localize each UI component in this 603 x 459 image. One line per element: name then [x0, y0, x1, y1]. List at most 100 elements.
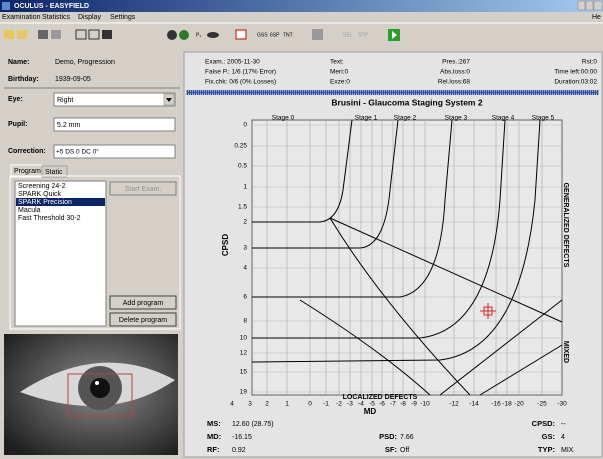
stage-label: Stage 4: [492, 115, 515, 122]
curve: [252, 119, 453, 298]
program-item[interactable]: SPARK Precision: [18, 199, 72, 206]
x-tick-label: -18: [502, 401, 512, 408]
y-tick-label: 0.25: [234, 143, 247, 150]
x-tick-label: -20: [514, 401, 524, 408]
y-axis-label: CPSD: [221, 234, 230, 256]
x-tick-label: 3: [248, 401, 252, 408]
stage-label: Stage 0: [272, 115, 295, 122]
result-value: -16.15: [232, 434, 252, 441]
result-value: Off: [400, 447, 409, 454]
close[interactable]: [593, 0, 603, 11]
exam-info: Duration:03:02: [554, 79, 597, 86]
open-icon[interactable]: [4, 30, 14, 39]
button-label[interactable]: Add program: [123, 300, 164, 307]
exam-info: Text:: [330, 59, 344, 66]
exam-info: Exze:0: [330, 79, 350, 86]
maximize[interactable]: [585, 0, 594, 11]
x-tick-label: -5: [369, 401, 375, 408]
pupil-input[interactable]: [53, 117, 176, 132]
program-item[interactable]: Macula: [18, 207, 41, 214]
menu-item[interactable]: Display: [78, 14, 101, 21]
icon[interactable]: [312, 29, 323, 40]
toolbar-label[interactable]: P₂: [196, 32, 201, 38]
menu-item[interactable]: He: [592, 14, 601, 21]
y-tick-label: 12: [240, 350, 248, 357]
print-icon[interactable]: [38, 30, 48, 39]
boundary-line: [329, 217, 563, 323]
preview-icon[interactable]: [51, 30, 61, 39]
stage-label: Stage 2: [394, 115, 417, 122]
x-axis-label: MD: [364, 407, 377, 416]
curve: [252, 119, 506, 339]
curve: [251, 119, 541, 363]
add-button[interactable]: [109, 295, 177, 310]
eye-icon[interactable]: [207, 32, 219, 38]
button-label[interactable]: Start Exam.: [125, 186, 162, 193]
staging-curves: [251, 119, 563, 396]
toolbar-label[interactable]: 6SP: [270, 32, 280, 38]
region-label: LOCALIZED DEFECTS: [343, 394, 418, 401]
tab-panel: [9, 175, 181, 330]
toolbar-label[interactable]: STP: [358, 32, 368, 38]
result-label: MS:: [207, 419, 221, 428]
region-label: GENERALIZED DEFECTS: [562, 183, 569, 268]
toolbar-label[interactable]: TNT: [283, 32, 293, 38]
x-tick-label: -3: [347, 401, 353, 408]
view-icon[interactable]: [75, 29, 87, 40]
y-tick-label: 1: [243, 184, 247, 191]
y-tick-label: 0: [243, 122, 247, 129]
toolbar-label[interactable]: SEL: [343, 32, 353, 38]
result-label: GS:: [542, 432, 555, 441]
exam-info: Rst:0: [582, 59, 598, 66]
x-tick-label: -14: [469, 401, 479, 408]
x-tick-label: -12: [449, 401, 459, 408]
toolbar-icons[interactable]: [4, 29, 400, 41]
correction-input[interactable]: [53, 144, 176, 159]
view-icon[interactable]: [88, 29, 100, 40]
tab-label[interactable]: Static: [45, 169, 63, 176]
circle-icon[interactable]: [167, 30, 177, 40]
window-controls[interactable]: [577, 0, 603, 11]
menu-item[interactable]: Examination: [2, 14, 41, 21]
exam-info: Rel.loss:68: [438, 79, 471, 86]
stage-label: Stage 5: [532, 115, 555, 122]
x-tick-label: 1: [285, 401, 289, 408]
tab-label[interactable]: Program: [14, 168, 41, 175]
program-item[interactable]: Fast Threshold 30-2: [18, 215, 81, 222]
x-tick-label: -7: [390, 401, 396, 408]
y-tick-label: 4: [243, 265, 247, 272]
circle-icon[interactable]: [179, 30, 189, 40]
stage-label: Stage 1: [355, 115, 378, 122]
button-label[interactable]: Delete program: [119, 317, 167, 324]
exam-info: Abs.loss:0: [440, 69, 470, 76]
grid-icon[interactable]: [102, 30, 112, 39]
result-label: TYP:: [538, 445, 555, 454]
icon[interactable]: [235, 29, 247, 40]
field-value: 5.2 mm: [57, 122, 81, 129]
minimize[interactable]: [577, 0, 586, 11]
toolbar-label[interactable]: GSS: [257, 32, 268, 38]
tracking-box: [67, 373, 133, 417]
boundary-line: [299, 299, 431, 396]
app-icon: [2, 2, 10, 10]
eye-image: [4, 334, 178, 455]
start-button[interactable]: [109, 181, 177, 196]
plot-area: [251, 119, 563, 396]
menu-item[interactable]: Statistics: [42, 14, 71, 21]
menu-item[interactable]: Settings: [110, 14, 136, 21]
program-item[interactable]: Screening 24-2: [18, 183, 66, 190]
result-value: MIX: [561, 447, 574, 454]
delete-button[interactable]: [109, 312, 177, 327]
result-label: MD:: [207, 432, 221, 441]
result-label: RF:: [207, 445, 220, 454]
y-tick-label: 15: [240, 369, 248, 376]
stage-label: Stage 3: [445, 115, 468, 122]
save-icon[interactable]: [17, 30, 27, 39]
y-tick-label: 0.5: [238, 163, 247, 170]
program-item[interactable]: SPARK Quick: [18, 191, 62, 198]
result-value: 7.66: [400, 434, 414, 441]
boundary-line: [479, 344, 563, 396]
tab[interactable]: [41, 165, 68, 178]
eye-select[interactable]: [53, 92, 176, 107]
